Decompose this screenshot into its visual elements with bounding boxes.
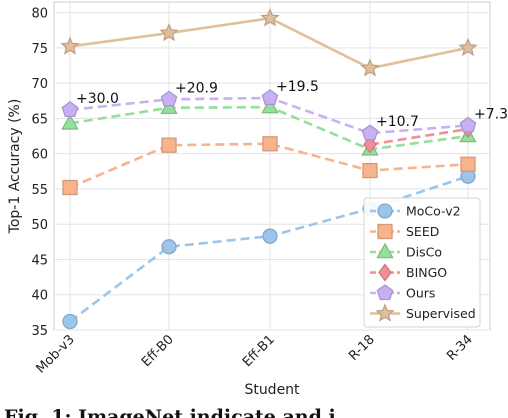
legend-entry: DisCo (370, 242, 442, 260)
improvement-label: +19.5 (276, 79, 319, 95)
y-axis-title: Top-1 Accuracy (%) (7, 99, 23, 235)
data-point (160, 98, 178, 115)
improvement-annotations: +30.0 +20.9 +19.5 +10.7 +7.3 (76, 79, 508, 130)
x-tick-label: R-34 (444, 332, 476, 364)
series-ours (61, 89, 477, 141)
y-tick-label: 75 (31, 42, 48, 57)
legend-label: MoCo-v2 (406, 204, 461, 219)
legend-entry: SEED (370, 223, 439, 240)
data-point (363, 135, 377, 154)
x-tick-label: Eff-B1 (240, 332, 278, 370)
legend-entry: Supervised (370, 303, 476, 322)
y-tick-label: 55 (31, 183, 48, 198)
y-tick-label: 65 (31, 112, 48, 127)
data-point (362, 162, 378, 179)
legend-label: Supervised (406, 306, 476, 321)
data-point (262, 136, 278, 152)
legend-marker (375, 303, 395, 322)
legend-label: Ours (406, 286, 435, 301)
legend-label: DisCo (406, 245, 442, 260)
legend-entry: BINGO (370, 263, 447, 282)
y-tick-label: 60 (31, 148, 48, 163)
improvement-label: +30.0 (76, 91, 119, 107)
y-tick-label: 45 (31, 253, 48, 268)
series-supervised (60, 8, 478, 77)
legend-marker (376, 242, 394, 259)
improvement-label: +7.3 (474, 106, 508, 122)
legend-marker (376, 284, 394, 301)
data-point (460, 156, 476, 172)
data-point (161, 239, 177, 255)
data-point (361, 124, 379, 141)
x-tick-label: Eff-B0 (139, 332, 177, 370)
x-axis-title: Student (244, 382, 300, 398)
improvement-label: +10.7 (376, 114, 419, 130)
data-point (360, 58, 380, 77)
legend-marker (377, 223, 393, 240)
gridlines (54, 2, 490, 331)
x-tick-label: R-18 (346, 332, 378, 364)
figure-caption: Fig. 1: ImageNet indicate and i (4, 406, 336, 418)
data-point (61, 101, 79, 118)
series-moco-v2 (62, 168, 476, 330)
data-point (261, 97, 279, 114)
data-point (459, 116, 477, 133)
legend-label: BINGO (406, 265, 447, 280)
data-point (160, 90, 178, 107)
y-tick-label: 40 (31, 289, 48, 304)
series-line (369, 127, 469, 146)
legend-label: SEED (406, 224, 439, 239)
legend: MoCo-v2 SEED DisCo BINGO Ours Supervised (363, 197, 481, 328)
legend-entry: Ours (370, 284, 435, 301)
y-tick-label: 35 (31, 324, 48, 339)
series-lines (60, 8, 478, 330)
data-point (458, 37, 478, 57)
y-tick-label: 50 (31, 218, 48, 233)
y-tick-labels: 35 40 45 50 55 60 65 70 75 80 (31, 7, 48, 339)
x-tick-labels: Mob-v3 Eff-B0 Eff-B1 R-18 R-34 (33, 332, 475, 376)
data-point (261, 89, 279, 106)
improvement-label: +20.9 (175, 80, 218, 96)
data-point (161, 137, 177, 153)
data-point (60, 36, 80, 55)
series-line (69, 142, 469, 189)
y-tick-label: 70 (31, 77, 48, 92)
data-point (260, 8, 280, 27)
y-tick-label: 80 (31, 7, 48, 22)
legend-marker (378, 263, 392, 282)
legend-entry: MoCo-v2 (370, 203, 461, 219)
data-point (62, 179, 78, 196)
data-point (262, 228, 278, 244)
data-point (159, 22, 179, 42)
data-point (62, 313, 78, 330)
series-seed (62, 136, 476, 196)
data-point (61, 113, 79, 130)
legend-marker (377, 203, 393, 219)
